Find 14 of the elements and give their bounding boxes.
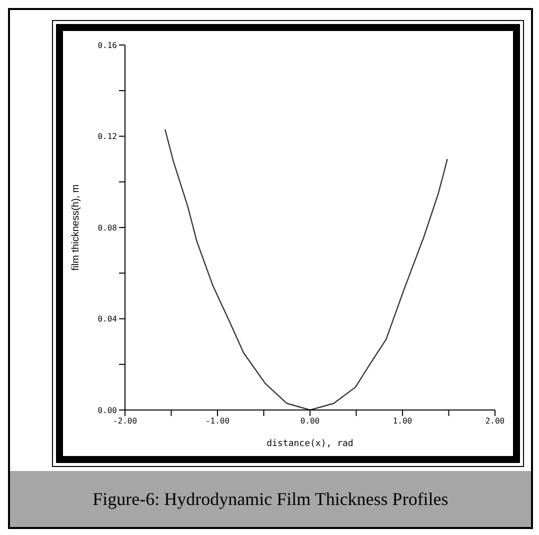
x-tick-label: -1.00: [205, 416, 230, 426]
y-axis-title: film thickness(h), m: [70, 184, 82, 271]
y-tick-label: 0.00: [98, 406, 118, 415]
text: Figure-6: Hydrodynamic Film Thickness Profiles: [92, 488, 448, 510]
x-tick-label: 2.00: [485, 416, 505, 426]
y-tick-label: 0.16: [98, 40, 118, 50]
x-axis-title: distance(x), rad: [266, 439, 354, 449]
x-tick-label: 0.00: [300, 416, 320, 426]
y-tick-label: 0.12: [98, 132, 118, 142]
x-tick-label: -2.00: [112, 416, 138, 426]
y-tick-label: 0.04: [98, 314, 118, 324]
x-tick-label: 1.00: [392, 416, 412, 426]
line-series: [164, 128, 448, 410]
y-tick-label: 0.08: [98, 223, 118, 232]
